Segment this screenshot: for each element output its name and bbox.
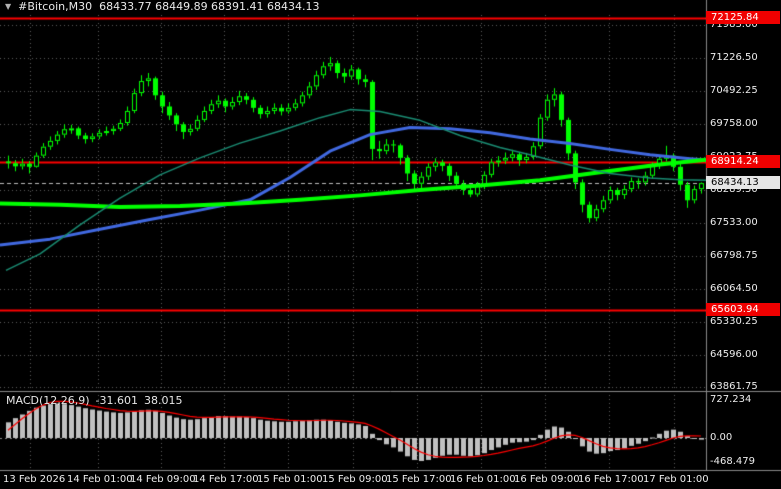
time-axis-label: 16 Feb 01:00 (450, 474, 516, 485)
time-axis-label: 15 Feb 01:00 (257, 474, 323, 485)
level-price-badge: 68914.24 (706, 155, 780, 168)
price-axis-label: 65330.25 (710, 316, 758, 327)
current-price-badge: 68434.13 (706, 176, 780, 189)
chart-title-bar: ▼ #Bitcoin,M30 68433.77 68449.89 68391.4… (5, 0, 320, 13)
price-axis-label: 66798.75 (710, 250, 758, 261)
price-axis-label: 63861.75 (710, 381, 758, 392)
time-axis-label: 15 Feb 09:00 (322, 474, 388, 485)
macd-signal-value: 38.015 (144, 394, 183, 407)
price-axis-label: 64596.00 (710, 349, 758, 360)
time-axis-label: 15 Feb 17:00 (386, 474, 452, 485)
price-axis-label: 70492.25 (710, 85, 758, 96)
time-axis-label: 14 Feb 17:00 (193, 474, 259, 485)
price-axis-label: 66064.50 (710, 283, 758, 294)
price-axis-label: 69758.00 (710, 118, 758, 129)
quote-ohlc: 68433.77 68449.89 68391.41 68434.13 (99, 0, 320, 13)
price-axis-label: 71983.00 (710, 19, 758, 30)
time-axis-label: 13 Feb 2026 (3, 474, 66, 485)
macd-indicator-label: MACD(12,26,9) -31.601 38.015 (6, 394, 183, 407)
time-axis-label: 14 Feb 01:00 (67, 474, 133, 485)
price-axis-label: 71226.50 (710, 52, 758, 63)
price-axis-label: 68289.50 (710, 184, 758, 195)
level-price-badge: 65603.94 (706, 303, 780, 316)
macd-main-value: -31.601 (95, 394, 139, 407)
time-axis-label: 16 Feb 09:00 (514, 474, 580, 485)
macd-axis-label: 727.234 (710, 394, 752, 405)
time-axis-label: 17 Feb 01:00 (643, 474, 709, 485)
macd-axis-label: 0.00 (710, 432, 733, 443)
time-axis-label: 14 Feb 09:00 (130, 474, 196, 485)
symbol-menu-triangle-icon[interactable]: ▼ (5, 2, 12, 11)
level-price-badge: 72125.84 (706, 11, 780, 24)
time-axis-label: 16 Feb 17:00 (578, 474, 644, 485)
price-axis-label: 67533.00 (710, 217, 758, 228)
symbol-title: #Bitcoin,M30 (18, 0, 93, 13)
macd-axis-label: -468.479 (710, 456, 755, 467)
macd-indicator-name: MACD(12,26,9) (6, 394, 90, 407)
